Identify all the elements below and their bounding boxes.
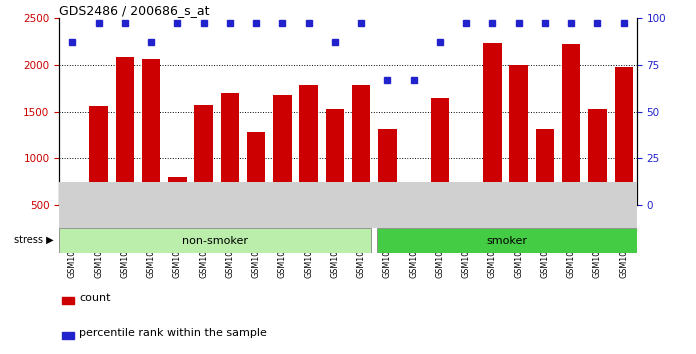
Text: GDS2486 / 200686_s_at: GDS2486 / 200686_s_at xyxy=(59,4,209,17)
Text: smoker: smoker xyxy=(487,236,528,246)
Bar xyxy=(326,109,344,205)
Bar xyxy=(562,44,580,205)
Bar xyxy=(431,98,449,205)
Bar xyxy=(509,65,528,205)
Bar xyxy=(457,182,475,205)
Bar xyxy=(168,177,187,205)
Bar xyxy=(377,228,637,253)
Bar xyxy=(588,109,607,205)
Bar xyxy=(89,106,108,205)
Bar xyxy=(142,59,160,205)
Bar xyxy=(273,95,292,205)
Bar xyxy=(404,204,423,205)
Bar xyxy=(194,105,213,205)
Bar xyxy=(116,57,134,205)
Bar xyxy=(62,297,74,304)
Bar xyxy=(536,129,554,205)
Bar xyxy=(63,194,81,205)
Text: non-smoker: non-smoker xyxy=(182,236,248,246)
Bar xyxy=(352,85,370,205)
Bar xyxy=(378,129,397,205)
Bar xyxy=(221,93,239,205)
Bar xyxy=(299,85,318,205)
Bar xyxy=(59,228,372,253)
Bar xyxy=(483,43,502,205)
Bar xyxy=(615,67,633,205)
Text: count: count xyxy=(79,293,111,303)
Bar xyxy=(62,332,74,339)
Bar xyxy=(247,132,265,205)
Text: percentile rank within the sample: percentile rank within the sample xyxy=(79,328,267,338)
Text: stress ▶: stress ▶ xyxy=(14,234,54,245)
